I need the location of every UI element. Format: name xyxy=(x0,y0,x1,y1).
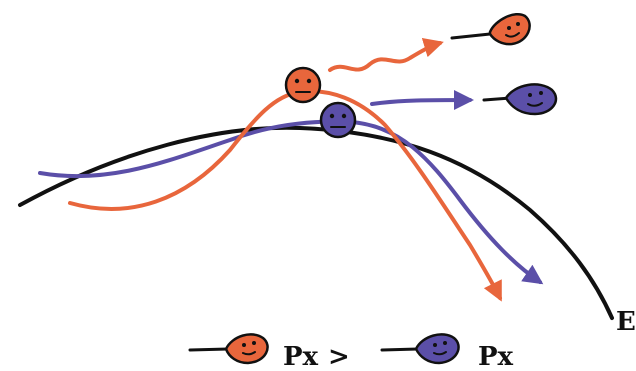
legend-px-left: Px xyxy=(283,342,319,371)
orange-emission-wave xyxy=(328,38,444,72)
orange-comet-face-icon xyxy=(450,13,531,46)
blue-comet-face-icon xyxy=(482,83,558,116)
legend-greater-than: > xyxy=(328,342,350,371)
orange-trajectory xyxy=(68,89,502,302)
orange-face-ball-icon xyxy=(284,66,322,104)
legend-blue-comet-icon xyxy=(380,333,460,365)
black-energy-curve xyxy=(18,125,614,320)
legend-px-right: Px xyxy=(478,342,514,371)
legend-orange-comet-icon xyxy=(188,333,269,365)
blue-emission-arrow xyxy=(370,90,474,111)
blue-trajectory xyxy=(38,119,544,285)
blue-face-ball-icon xyxy=(319,101,357,139)
e-curve-label: E xyxy=(616,307,636,337)
